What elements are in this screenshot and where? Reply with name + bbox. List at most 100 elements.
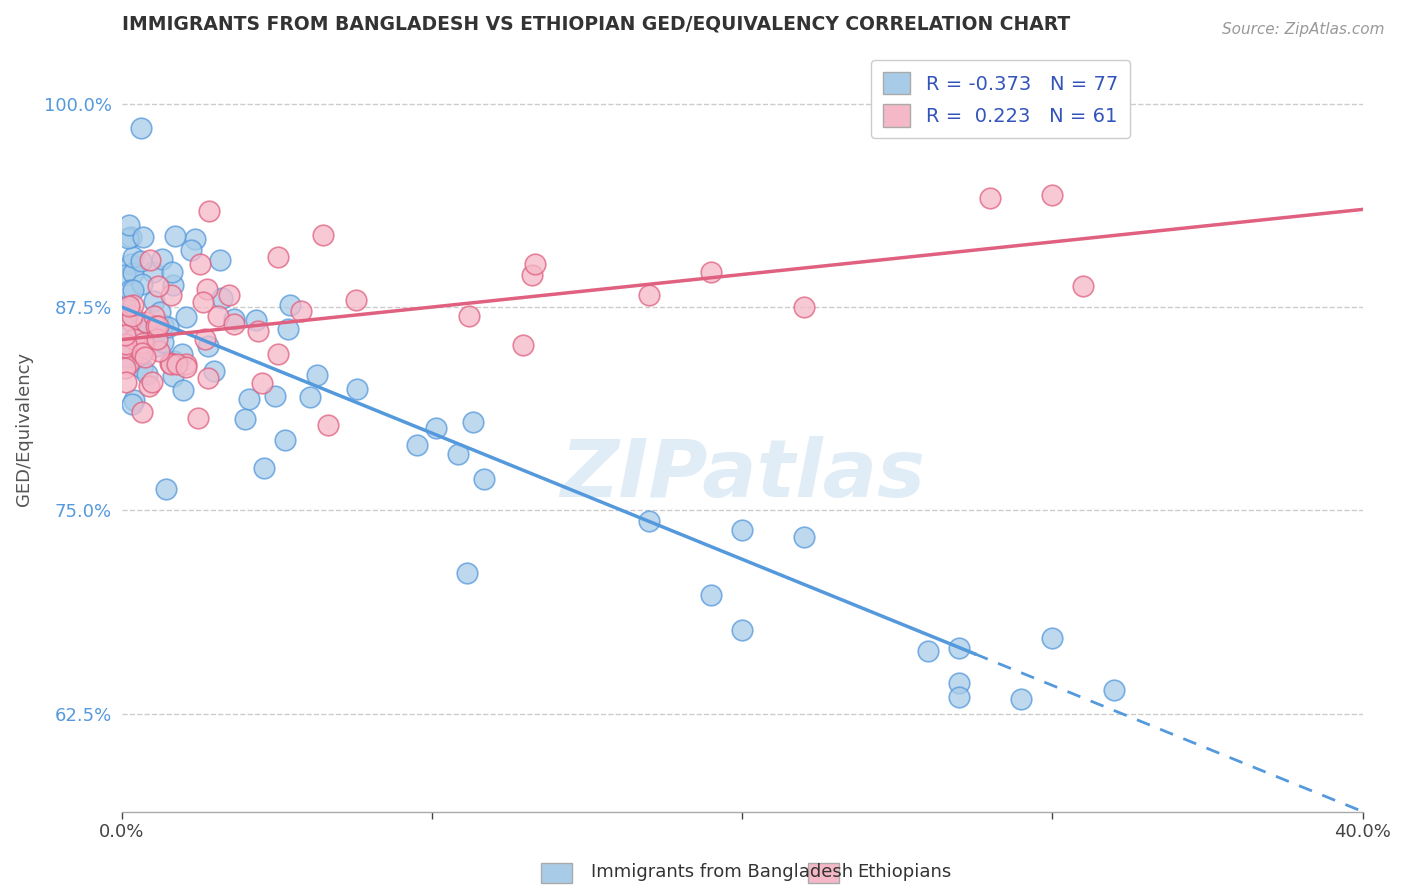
Point <box>149 304 172 318</box>
Point <box>146 332 169 346</box>
Point <box>344 293 367 307</box>
Point <box>122 298 145 312</box>
Point <box>122 283 145 297</box>
Point <box>195 281 218 295</box>
Point <box>122 392 145 407</box>
Point <box>131 277 153 292</box>
Point <box>948 690 970 705</box>
Point <box>134 350 156 364</box>
Point <box>638 514 661 528</box>
Point <box>172 383 194 397</box>
Point <box>299 390 322 404</box>
Point <box>160 288 183 302</box>
Point <box>117 231 139 245</box>
Point <box>160 264 183 278</box>
Point <box>253 461 276 475</box>
Point <box>948 676 970 690</box>
Point <box>131 405 153 419</box>
Point <box>143 293 166 308</box>
Point <box>136 319 159 334</box>
Point <box>150 252 173 266</box>
Point <box>131 361 153 376</box>
Point <box>129 254 152 268</box>
Point <box>155 482 177 496</box>
Point <box>121 397 143 411</box>
Point <box>425 421 447 435</box>
Point <box>202 364 225 378</box>
Point <box>948 640 970 655</box>
Point <box>191 294 214 309</box>
Point <box>263 389 285 403</box>
Point <box>194 332 217 346</box>
Point <box>115 336 138 351</box>
Point <box>145 338 167 352</box>
Point <box>307 368 329 382</box>
Point <box>979 190 1001 204</box>
Point <box>523 257 546 271</box>
Point <box>120 229 142 244</box>
Point <box>142 265 165 279</box>
Point <box>472 472 495 486</box>
Text: Ethiopians: Ethiopians <box>858 863 952 881</box>
Point <box>148 343 170 358</box>
Text: Immigrants from Bangladesh: Immigrants from Bangladesh <box>591 863 852 881</box>
Point <box>197 203 219 218</box>
Point <box>145 318 167 333</box>
Point <box>114 327 136 342</box>
Point <box>114 360 136 375</box>
Text: ZIPatlas: ZIPatlas <box>560 436 925 514</box>
Text: Source: ZipAtlas.com: Source: ZipAtlas.com <box>1222 22 1385 37</box>
Point <box>188 257 211 271</box>
Point <box>142 310 165 324</box>
Point <box>184 232 207 246</box>
Point <box>172 347 194 361</box>
Point <box>114 308 136 322</box>
Point <box>135 315 157 329</box>
Point <box>128 323 150 337</box>
Point <box>266 347 288 361</box>
Point <box>274 433 297 447</box>
Point <box>197 371 219 385</box>
Point <box>731 523 754 537</box>
Point <box>224 312 246 326</box>
Point <box>114 341 136 355</box>
Point <box>1073 279 1095 293</box>
Point <box>211 291 233 305</box>
Point <box>1040 187 1063 202</box>
Point <box>131 346 153 360</box>
Point <box>138 379 160 393</box>
Point <box>180 244 202 258</box>
Point <box>152 318 174 332</box>
Point <box>148 279 170 293</box>
Point <box>224 318 246 332</box>
Point <box>447 447 470 461</box>
Point <box>267 250 290 264</box>
Point <box>197 339 219 353</box>
Point <box>174 310 197 325</box>
Point <box>207 309 229 323</box>
Point <box>162 278 184 293</box>
Point <box>122 332 145 346</box>
Point <box>117 357 139 371</box>
Point <box>277 321 299 335</box>
Point <box>917 644 939 658</box>
Point <box>512 337 534 351</box>
Point <box>162 369 184 384</box>
Point <box>463 415 485 429</box>
Point <box>174 360 197 375</box>
Point <box>146 319 169 334</box>
Legend: R = -0.373   N = 77, R =  0.223   N = 61: R = -0.373 N = 77, R = 0.223 N = 61 <box>872 61 1129 138</box>
Point <box>114 320 136 334</box>
Point <box>122 250 145 264</box>
Point <box>700 265 723 279</box>
Point <box>120 257 142 271</box>
Point <box>120 314 142 328</box>
Point <box>290 303 312 318</box>
Point <box>131 229 153 244</box>
Point <box>120 283 142 297</box>
Point <box>163 354 186 368</box>
Text: IMMIGRANTS FROM BANGLADESH VS ETHIOPIAN GED/EQUIVALENCY CORRELATION CHART: IMMIGRANTS FROM BANGLADESH VS ETHIOPIAN … <box>122 15 1070 34</box>
Point <box>250 376 273 390</box>
Point <box>700 588 723 602</box>
Point <box>118 218 141 232</box>
